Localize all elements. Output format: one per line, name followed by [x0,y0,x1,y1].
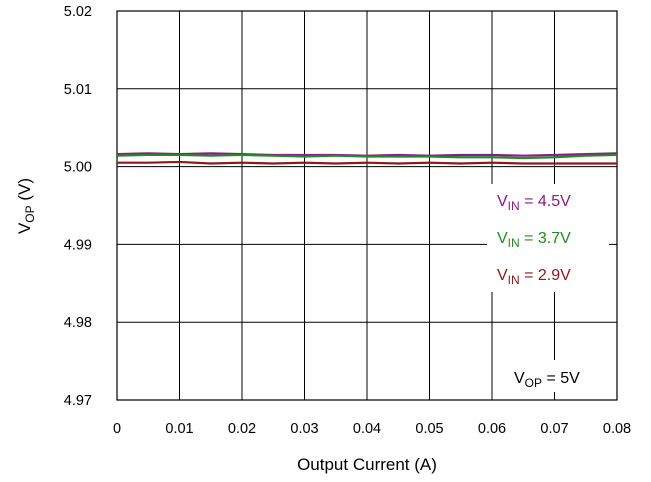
y-tick-label: 5.01 [64,82,92,98]
y-tick-label: 4.97 [64,393,92,409]
legend-label-subscript: IN [508,199,520,213]
vop-annotation: VOP = 5V [500,360,602,392]
legend-label-main: V [497,267,508,284]
series-layer [116,152,618,165]
y-tick-label: 4.98 [64,315,92,331]
y-tick-labels: 5.02 5.01 5.00 4.99 4.98 4.97 [64,4,92,409]
x-tick-label: 0.03 [290,421,318,437]
y-axis-title-unit: (V) [15,178,34,205]
y-tick-label: 5.00 [64,160,92,176]
x-tick-label: 0.02 [228,421,256,437]
x-tick-label: 0.07 [540,421,568,437]
legend-label-main: V [497,230,508,247]
x-tick-label: 0.08 [603,421,631,437]
x-tick-labels: 0 0.01 0.02 0.03 0.04 0.05 0.06 0.07 0.08 [113,421,631,437]
legend-label-value: = 3.7V [520,230,571,247]
series-line-2 [116,153,618,160]
y-axis-title-subscript: OP [23,205,37,222]
plot-frame [116,10,618,401]
x-tick-label: 0.05 [415,421,443,437]
annotation-main: V [514,370,525,387]
legend-label-1: VIN = 4.5V [497,193,571,213]
y-tick-label: 4.99 [64,237,92,253]
annotation-text: VOP = 5V [514,370,580,390]
y-axis-title-main: V [15,222,34,234]
legend-background [487,184,609,292]
annotation-background [500,360,602,392]
series-line-3 [117,160,617,165]
legend-label-subscript: IN [508,273,520,287]
x-axis-title: Output Current (A) [297,455,437,474]
y-axis-title: VOP (V) [15,178,37,234]
x-tick-label: 0.04 [353,421,381,437]
legend-label-main: V [497,193,508,210]
legend-label-value: = 4.5V [520,193,571,210]
legend-label-3: VIN = 2.9V [497,267,571,287]
annotation-subscript: OP [525,376,542,390]
annotation-value: = 5V [542,370,580,387]
legend-label-value: = 2.9V [520,267,571,284]
y-tick-label: 5.02 [64,4,92,20]
x-tick-label: 0.06 [478,421,506,437]
x-tick-label: 0.01 [165,421,193,437]
x-tick-label: 0 [113,421,121,437]
legend-label-subscript: IN [508,236,520,250]
legend-label-2: VIN = 3.7V [497,230,571,250]
